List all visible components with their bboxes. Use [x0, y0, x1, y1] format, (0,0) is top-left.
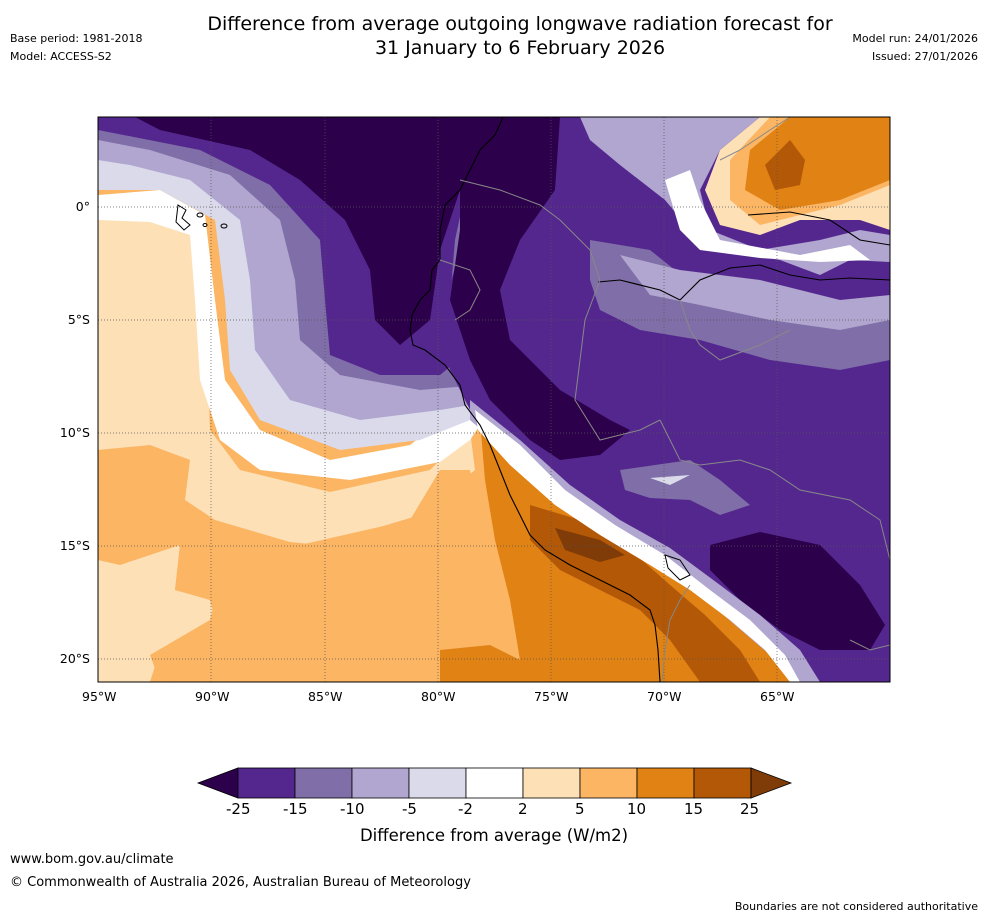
cb-label-m10: -10	[340, 800, 365, 818]
colorbar-swatches	[196, 767, 793, 799]
anomaly-band-neg10-neg15-b	[620, 460, 750, 515]
colorbar-swatch	[636, 767, 695, 799]
colorbar-tick-labels: -25 -15 -10 -5 -2 2 5 10 15 25	[0, 800, 988, 822]
colorbar-swatch	[351, 767, 410, 799]
cb-label-15: 15	[684, 800, 704, 818]
colorbar-swatch	[465, 767, 524, 799]
header-left-meta: Base period: 1981-2018 Model: ACCESS-S2	[10, 30, 142, 66]
anomaly-band-15-25-ne	[765, 140, 805, 190]
colorbar-swatch	[294, 767, 353, 799]
colorbar	[196, 767, 793, 799]
anomaly-band-5-10-b	[98, 445, 480, 682]
map-title: Difference from average outgoing longwav…	[0, 12, 988, 60]
galapagos-islands	[175, 204, 228, 231]
coastline	[409, 116, 661, 683]
caribbean-coastline	[597, 264, 891, 301]
anomaly-band-neg5-neg10-mid	[620, 255, 890, 330]
lon-label-75w: 75°W	[534, 689, 569, 704]
map-gridlines	[98, 117, 890, 682]
model-name: Model: ACCESS-S2	[10, 50, 112, 63]
colorbar-extend-min	[196, 767, 239, 799]
anomaly-band-neg25-plus	[135, 117, 500, 345]
olr-anomaly-field	[98, 117, 890, 682]
anomaly-band-25-plus	[555, 528, 625, 562]
lake-titicaca	[664, 554, 691, 581]
colorbar-extend-max	[750, 767, 793, 799]
trinidad-coast	[747, 211, 891, 246]
website-link[interactable]: www.bom.gov.au/climate	[10, 852, 174, 867]
anomaly-band-neutral-ne	[665, 170, 870, 262]
model-run: Model run: 24/01/2026	[852, 32, 978, 45]
anomaly-band-2-5	[98, 220, 475, 682]
lon-label-80w: 80°W	[421, 689, 456, 704]
lon-label-70w: 70°W	[647, 689, 682, 704]
colorbar-swatch	[522, 767, 581, 799]
lon-label-85w: 85°W	[308, 689, 343, 704]
anomaly-band-neutral	[98, 190, 480, 480]
anomaly-band-neg5-neg10-ne	[580, 117, 890, 275]
anomaly-band-coastal-neutral	[475, 410, 800, 682]
anomaly-band-10-15-b	[440, 645, 520, 682]
title-line-1: Difference from average outgoing longwav…	[207, 13, 833, 35]
colorbar-title: Difference from average (W/m2)	[359, 826, 629, 845]
lat-label-20s: 20°S	[59, 651, 90, 666]
colorbar-swatch	[408, 767, 467, 799]
cb-label-25: 25	[740, 800, 760, 818]
title-line-2: 31 January to 6 February 2026	[374, 37, 666, 59]
cb-label-10: 10	[627, 800, 647, 818]
lon-label-95w: 95°W	[82, 689, 117, 704]
anomaly-band-neg25-plus-b	[450, 117, 630, 460]
lon-label-65w: 65°W	[760, 689, 795, 704]
cb-label-m5: -5	[402, 800, 417, 818]
boundary-disclaimer: Boundaries are not considered authoritat…	[734, 900, 978, 913]
lat-label-0: 0°	[75, 199, 90, 214]
cb-label-m2: -2	[458, 800, 473, 818]
lat-label-5s: 5°S	[67, 312, 90, 327]
cb-label-m25: -25	[226, 800, 251, 818]
map-frame	[97, 116, 891, 683]
issued-date: Issued: 27/01/2026	[871, 50, 978, 63]
anomaly-band-neg2-neg5-b	[650, 475, 690, 485]
colorbar-swatch	[579, 767, 638, 799]
colorbar-swatch	[237, 767, 296, 799]
country-boundaries	[439, 116, 891, 683]
header-right-meta: Model run: 24/01/2026 Issued: 27/01/2026	[852, 30, 978, 66]
cb-label-m15: -15	[283, 800, 308, 818]
copyright-notice: © Commonwealth of Australia 2026, Austra…	[10, 875, 471, 890]
cb-label-5: 5	[575, 800, 585, 818]
lon-label-90w: 90°W	[195, 689, 230, 704]
colorbar-swatch	[693, 767, 752, 799]
base-period: Base period: 1981-2018	[10, 32, 143, 45]
anomaly-band-neg25-plus-c	[710, 532, 885, 650]
lat-label-15s: 15°S	[59, 538, 90, 553]
lat-label-10s: 10°S	[59, 425, 90, 440]
cb-label-2: 2	[518, 800, 528, 818]
